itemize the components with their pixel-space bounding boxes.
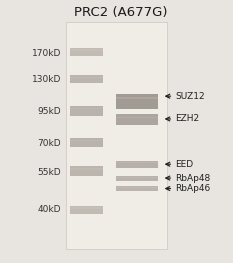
Text: 130kD: 130kD — [31, 75, 61, 84]
Bar — [116, 94, 158, 109]
Text: EED: EED — [175, 160, 194, 169]
Bar — [116, 187, 158, 188]
Text: 55kD: 55kD — [37, 168, 61, 176]
Bar — [70, 108, 103, 109]
Text: EZH2: EZH2 — [175, 114, 200, 123]
Bar — [65, 22, 168, 249]
Text: RbAp48: RbAp48 — [175, 174, 211, 183]
Bar — [116, 162, 158, 163]
Text: RbAp46: RbAp46 — [175, 184, 211, 193]
Text: PRC2 (A677G): PRC2 (A677G) — [74, 6, 168, 19]
Bar — [70, 139, 103, 141]
Bar — [70, 138, 103, 148]
Bar — [70, 77, 103, 78]
Bar — [116, 186, 158, 191]
Text: 170kD: 170kD — [31, 48, 61, 58]
Text: SUZ12: SUZ12 — [175, 92, 205, 101]
Bar — [70, 168, 103, 170]
Bar — [70, 206, 103, 214]
Bar — [70, 166, 103, 176]
Bar — [70, 208, 103, 209]
Text: 95kD: 95kD — [37, 107, 61, 117]
Bar — [116, 117, 158, 118]
Bar — [116, 160, 158, 168]
Bar — [70, 49, 103, 50]
Bar — [116, 114, 158, 125]
Text: 70kD: 70kD — [37, 139, 61, 148]
Bar — [116, 176, 158, 181]
Text: 40kD: 40kD — [38, 205, 61, 215]
Bar — [116, 97, 158, 99]
Bar — [70, 48, 103, 56]
Bar — [70, 75, 103, 83]
Bar — [70, 106, 103, 115]
Bar — [116, 177, 158, 178]
